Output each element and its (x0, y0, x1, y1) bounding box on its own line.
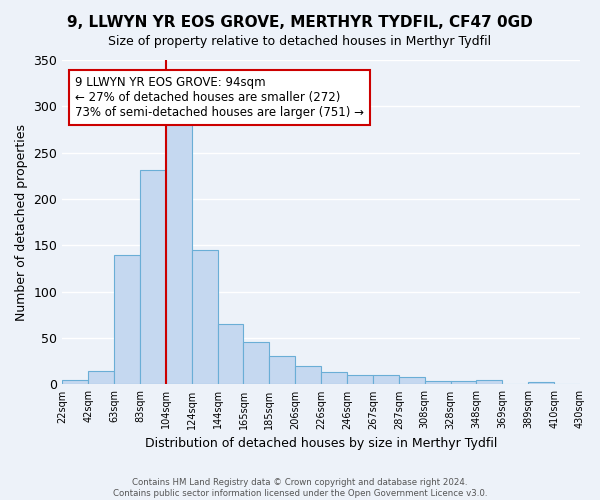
Bar (528, 382, 554, 384)
Text: Size of property relative to detached houses in Merthyr Tydfil: Size of property relative to detached ho… (109, 35, 491, 48)
Y-axis label: Number of detached properties: Number of detached properties (15, 124, 28, 320)
Bar (166, 118, 192, 384)
Bar (114, 254, 140, 384)
Bar (62, 380, 88, 384)
Bar (451, 380, 476, 384)
Bar (373, 375, 399, 384)
Text: Contains HM Land Registry data © Crown copyright and database right 2024.
Contai: Contains HM Land Registry data © Crown c… (113, 478, 487, 498)
Text: 9, LLWYN YR EOS GROVE, MERTHYR TYDFIL, CF47 0GD: 9, LLWYN YR EOS GROVE, MERTHYR TYDFIL, C… (67, 15, 533, 30)
Bar (295, 366, 321, 384)
Bar (192, 250, 218, 384)
Bar (321, 372, 347, 384)
Bar (399, 377, 425, 384)
X-axis label: Distribution of detached houses by size in Merthyr Tydfil: Distribution of detached houses by size … (145, 437, 497, 450)
Bar (476, 380, 502, 384)
Bar (425, 380, 451, 384)
Bar (269, 356, 295, 384)
Bar (88, 372, 114, 384)
Bar (218, 324, 244, 384)
Bar (140, 170, 166, 384)
Bar (347, 375, 373, 384)
Bar (244, 342, 269, 384)
Text: 9 LLWYN YR EOS GROVE: 94sqm
← 27% of detached houses are smaller (272)
73% of se: 9 LLWYN YR EOS GROVE: 94sqm ← 27% of det… (75, 76, 364, 119)
